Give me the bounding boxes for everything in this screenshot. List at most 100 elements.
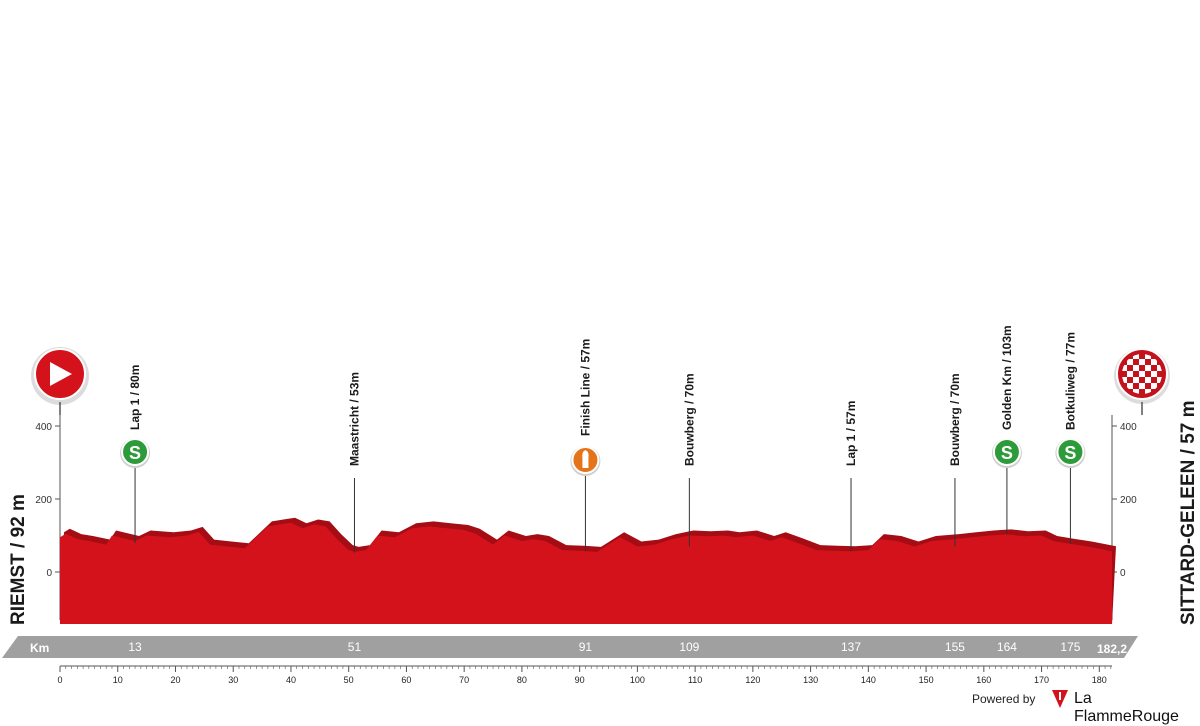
- checker-square: [1127, 371, 1133, 377]
- checker-square: [1157, 371, 1162, 377]
- x-tick-label: 150: [919, 675, 934, 685]
- annotation-label: Finish Line / 57m: [578, 339, 592, 436]
- checker-square: [1122, 377, 1127, 383]
- checker-square: [1145, 371, 1151, 377]
- annotation: Maastricht / 53m: [347, 372, 361, 553]
- checker-square: [1133, 371, 1139, 377]
- y-tick-label: 0: [1120, 568, 1126, 579]
- checker-square: [1145, 389, 1151, 394]
- checker-square: [1139, 354, 1145, 359]
- checker-square: [1122, 365, 1127, 371]
- annotation: Bouwberg / 70m: [948, 373, 962, 547]
- x-tick-label: 160: [976, 675, 991, 685]
- y-tick-label: 400: [35, 422, 52, 433]
- annotation-label: Botkuliweg / 77m: [1063, 332, 1077, 430]
- x-tick-label: 50: [344, 675, 354, 685]
- y-tick-label: 200: [35, 495, 52, 506]
- bottle-icon: [582, 450, 589, 468]
- checker-square: [1151, 383, 1157, 389]
- x-tick-label: 170: [1034, 675, 1049, 685]
- sprint-icon: S: [991, 438, 1022, 468]
- checker-square: [1157, 377, 1162, 383]
- x-tick-label: 60: [401, 675, 411, 685]
- x-tick-label: 40: [286, 675, 296, 685]
- checker-square: [1139, 377, 1145, 383]
- km-bar-total-distance: 182,2: [1097, 642, 1127, 656]
- checker-square: [1127, 377, 1133, 383]
- x-tick-label: 20: [170, 675, 180, 685]
- sprint-icon-disc: [992, 438, 1021, 466]
- x-tick-label: 30: [228, 675, 238, 685]
- x-tick-label: 140: [861, 675, 876, 685]
- annotation-label: Lap 1 / 80m: [128, 365, 142, 430]
- km-bar-unit: Km: [30, 641, 49, 655]
- finish-name: SITTARD-GELEEN / 57 m: [1178, 400, 1199, 625]
- checker-square: [1127, 365, 1133, 371]
- checker-square: [1133, 365, 1139, 371]
- sprint-icon-symbol: S: [1064, 443, 1076, 463]
- sprint-icon: S: [1055, 438, 1086, 468]
- x-axis-ticks: 0 10 20 30 40 50 60 70 80 90 100 110 120 130 140 150 160…: [57, 666, 1112, 685]
- km-bar-label: 175: [1060, 640, 1080, 654]
- annotation: Bouwberg / 70m: [682, 373, 696, 547]
- annotation: S Golden Km / 103m: [991, 325, 1022, 535]
- checker-square: [1139, 383, 1145, 389]
- checker-square: [1145, 354, 1151, 359]
- right-y-ticks: 0 200 400: [1112, 422, 1137, 579]
- annotations: S Lap 1 / 80m Maastricht / 53m Finish Line …: [120, 325, 1086, 553]
- checker-square: [1139, 389, 1145, 394]
- x-tick-label: 70: [459, 675, 469, 685]
- checker-square: [1133, 383, 1139, 389]
- checker-square: [1127, 383, 1133, 389]
- checker-square: [1133, 377, 1139, 383]
- checker-square: [1133, 354, 1139, 359]
- annotation: Finish Line / 57m: [570, 339, 601, 552]
- finish-flag-icon: [1114, 348, 1170, 415]
- x-tick-label: 110: [688, 675, 702, 685]
- checker-square: [1139, 365, 1145, 371]
- checker-square: [1151, 377, 1157, 383]
- x-tick-label: 0: [57, 675, 62, 685]
- annotation-label: Lap 1 / 57m: [844, 401, 858, 466]
- annotation-label: Maastricht / 53m: [347, 372, 361, 466]
- checker-square: [1145, 359, 1151, 365]
- left-y-ticks: 0 200 400: [35, 422, 60, 579]
- sprint-icon-disc: [1056, 438, 1085, 466]
- checker-square: [1145, 377, 1151, 383]
- checker-square: [1133, 389, 1139, 394]
- sprint-icon-symbol: S: [129, 443, 141, 463]
- checker-square: [1139, 371, 1145, 377]
- checker-square: [1133, 359, 1139, 365]
- checker-square: [1145, 383, 1151, 389]
- km-bar-label: 155: [945, 640, 965, 654]
- x-tick-label: 90: [575, 675, 585, 685]
- sprint-icon-symbol: S: [1001, 443, 1013, 463]
- x-tick-label: 180: [1092, 675, 1107, 685]
- checker-square: [1127, 359, 1133, 365]
- feed-zone-icon: [570, 446, 601, 476]
- start-flag-icon: [31, 347, 89, 415]
- elevation-profile: [60, 517, 1116, 624]
- annotation-label: Bouwberg / 70m: [948, 373, 962, 466]
- checker-square: [1139, 359, 1145, 365]
- km-bar-label: 13: [128, 640, 142, 654]
- checker-square: [1157, 365, 1162, 371]
- km-bar-label: 137: [841, 640, 861, 654]
- y-tick-label: 400: [1120, 422, 1137, 433]
- y-tick-label: 0: [46, 568, 52, 579]
- sprint-icon-disc: [121, 438, 150, 466]
- km-bar-labels: 13 51 91 109 137 155 164 175: [128, 640, 1080, 654]
- start-name: RIEMST / 92 m: [8, 494, 29, 625]
- annotation: S Lap 1 / 80m: [120, 365, 151, 543]
- x-tick-label: 130: [803, 675, 818, 685]
- sprint-icon: S: [120, 438, 151, 468]
- annotation-label: Bouwberg / 70m: [682, 373, 696, 466]
- checker-square: [1122, 371, 1127, 377]
- km-bar-label: 91: [579, 640, 593, 654]
- km-bar-background: [2, 636, 1138, 658]
- profile-area: [60, 522, 1112, 624]
- checker-square: [1145, 365, 1151, 371]
- checker-square: [1151, 371, 1157, 377]
- checker-square: [1151, 365, 1157, 371]
